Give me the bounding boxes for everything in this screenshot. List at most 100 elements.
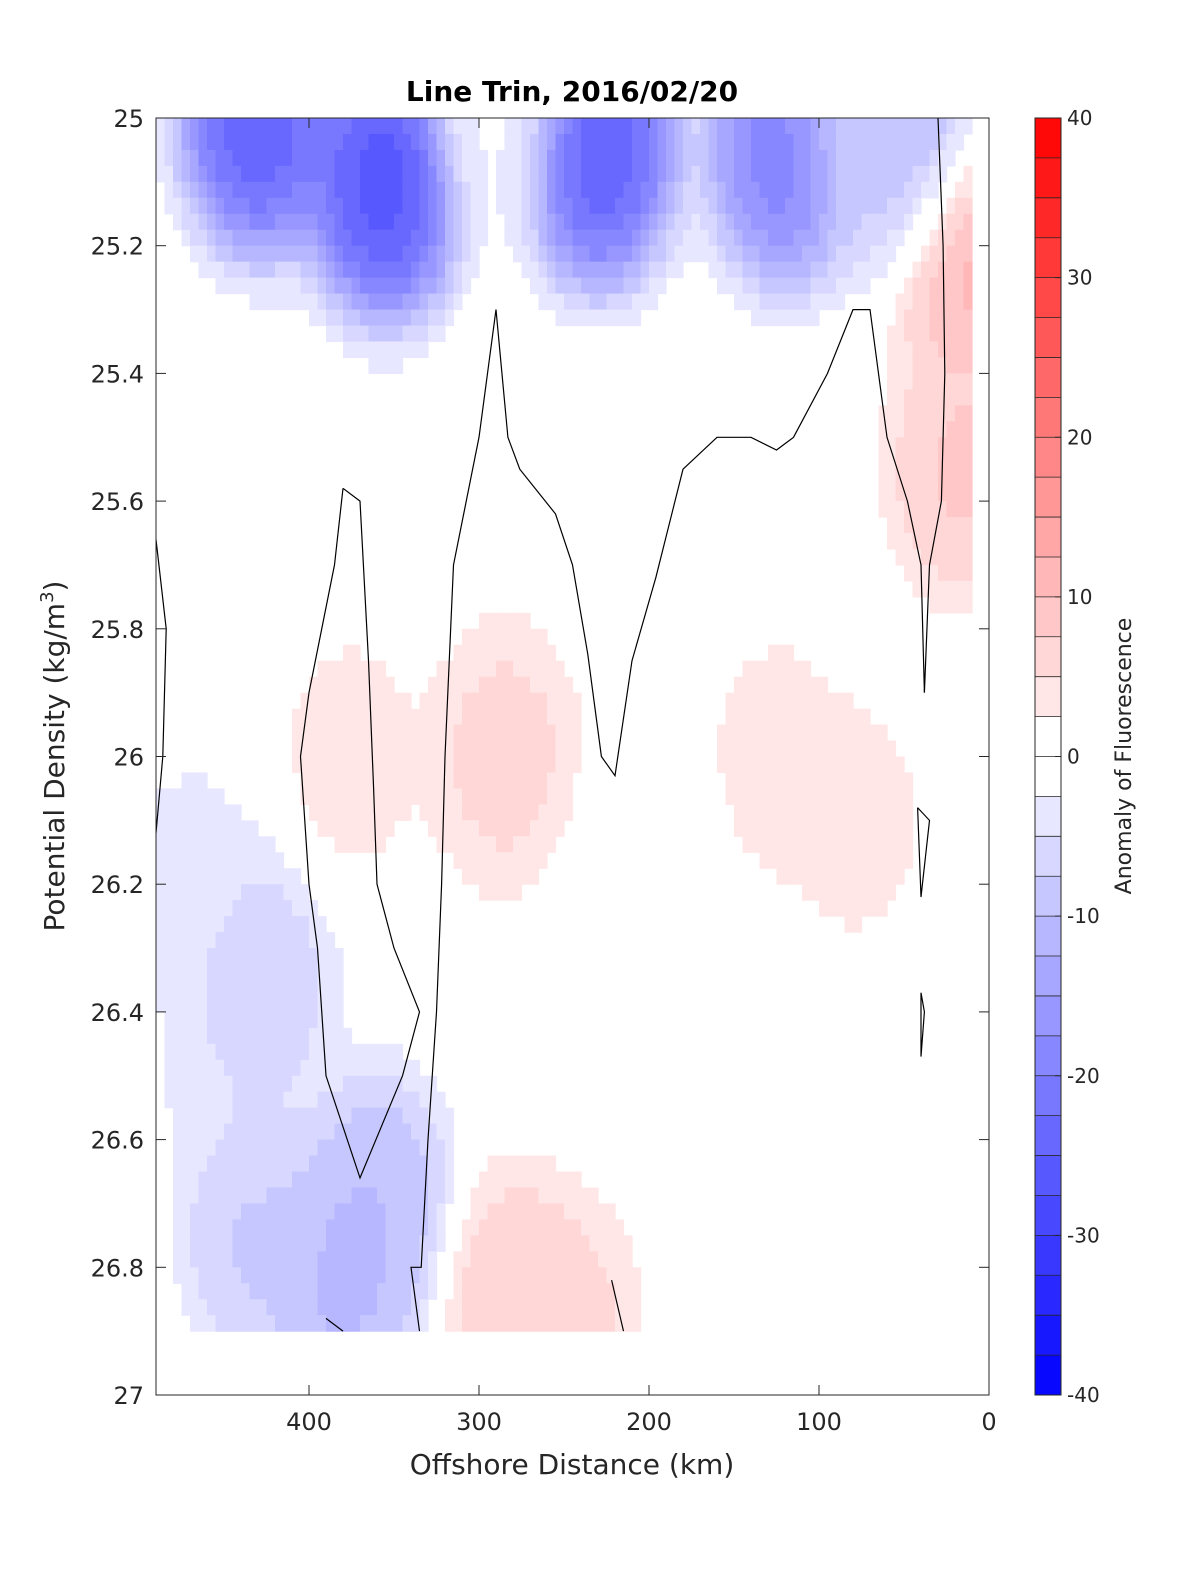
field-cell	[521, 708, 531, 726]
field-cell	[334, 1283, 344, 1300]
field-cell	[878, 165, 888, 183]
field-cell	[317, 995, 327, 1013]
field-cell	[181, 1155, 191, 1173]
field-cell	[275, 229, 285, 247]
field-cell	[963, 421, 973, 438]
field-cell	[445, 740, 455, 758]
field-cell	[496, 1155, 506, 1173]
field-cell	[742, 820, 752, 837]
field-cell	[190, 1283, 200, 1300]
field-cell	[224, 836, 234, 853]
field-cell	[963, 341, 973, 359]
zero-contour-line	[611, 1279, 625, 1332]
field-cell	[334, 1011, 344, 1029]
field-cell	[921, 325, 931, 343]
field-cell	[479, 708, 489, 726]
field-cell	[717, 740, 727, 758]
field-cell	[275, 1011, 285, 1029]
field-cell	[436, 229, 446, 247]
field-cell	[530, 245, 540, 263]
field-cell	[445, 836, 455, 853]
field-cell	[436, 118, 446, 135]
field-cell	[343, 245, 353, 263]
field-cell	[181, 133, 191, 151]
field-cell	[436, 1235, 446, 1252]
field-cell	[292, 181, 302, 199]
field-cell	[334, 820, 344, 837]
field-cell	[768, 804, 778, 821]
field-cell	[929, 181, 939, 199]
field-cell	[717, 197, 727, 215]
colorbar-band	[1035, 556, 1061, 598]
field-cell	[394, 1059, 404, 1077]
colorbar-band	[1035, 756, 1061, 797]
field-cell	[657, 229, 667, 247]
field-cell	[428, 181, 438, 199]
field-cell	[275, 1027, 285, 1045]
field-cell	[955, 421, 965, 438]
field-cell	[921, 133, 931, 151]
field-cell	[827, 724, 837, 742]
field-cell	[751, 772, 761, 790]
field-cell	[555, 708, 565, 726]
field-cell	[929, 564, 939, 582]
field-cell	[436, 1107, 446, 1125]
field-cell	[232, 1315, 242, 1332]
field-cell	[326, 1059, 336, 1077]
field-cell	[462, 197, 472, 215]
field-cell	[759, 692, 769, 710]
field-cell	[598, 118, 608, 135]
field-cell	[309, 676, 319, 694]
field-cell	[938, 165, 948, 183]
field-cell	[555, 197, 565, 215]
field-cell	[224, 1203, 234, 1221]
field-cell	[232, 1155, 242, 1173]
field-cell	[258, 1315, 268, 1332]
field-cell	[666, 133, 676, 151]
field-cell	[564, 277, 574, 295]
field-cell	[300, 1027, 310, 1045]
field-cell	[963, 548, 973, 566]
field-cell	[411, 118, 421, 135]
field-cell	[453, 149, 463, 167]
field-cell	[317, 740, 327, 758]
field-cell	[683, 133, 693, 151]
field-cell	[402, 772, 412, 790]
field-cell	[751, 197, 761, 215]
field-cell	[887, 788, 897, 805]
field-cell	[538, 213, 548, 231]
field-cell	[266, 229, 276, 247]
field-cell	[377, 149, 387, 167]
field-cell	[555, 1267, 565, 1284]
field-cell	[912, 309, 922, 327]
field-cell	[411, 1091, 421, 1109]
field-cell	[351, 1091, 361, 1109]
field-cell	[606, 133, 616, 151]
field-cell	[904, 405, 914, 422]
field-cell	[326, 277, 336, 295]
field-cell	[275, 1043, 285, 1061]
field-cell	[538, 1187, 548, 1205]
field-cell	[326, 181, 336, 199]
field-cell	[683, 245, 693, 263]
field-cell	[377, 724, 387, 742]
field-cell	[198, 1251, 208, 1268]
field-cell	[827, 788, 837, 805]
field-cell	[351, 836, 361, 853]
field-cell	[351, 277, 361, 295]
field-cell	[725, 740, 735, 758]
field-cell	[258, 1235, 268, 1252]
field-cell	[793, 118, 803, 135]
field-cell	[929, 580, 939, 598]
field-cell	[955, 453, 965, 470]
field-cell	[249, 1091, 259, 1109]
field-cell	[385, 309, 395, 327]
field-cell	[173, 884, 183, 901]
field-cell	[691, 197, 701, 215]
field-cell	[530, 820, 540, 837]
field-cell	[317, 1107, 327, 1125]
field-cell	[360, 181, 370, 199]
field-cell	[751, 804, 761, 821]
field-cell	[572, 1219, 582, 1236]
field-cell	[861, 277, 871, 295]
